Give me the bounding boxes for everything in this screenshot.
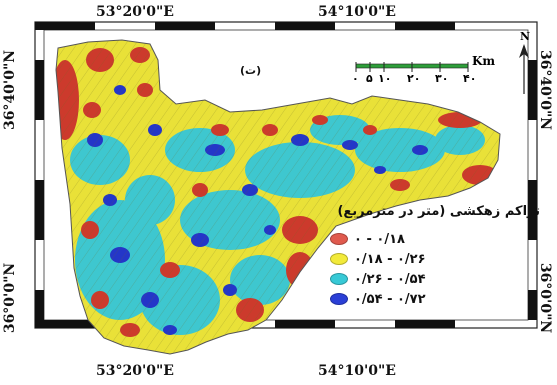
coord-bottom-right: 54°10'0"E	[318, 363, 396, 379]
legend-item-2: ۰/۱۸ - ۰/۲۶	[330, 250, 426, 268]
legend-item-3: ۰/۲۶ - ۰/۵۴	[330, 270, 426, 288]
scale-tick-10: ۱۰	[378, 72, 392, 85]
legend-swatch-4	[330, 293, 348, 305]
legend-title: تراکم زهکشی (متر در مترمربع)	[337, 204, 540, 219]
coord-top-left: 53°20'0"E	[96, 4, 174, 20]
coord-right-lower: 36°0'0"N	[537, 262, 554, 334]
north-arrow-icon	[519, 44, 529, 94]
scale-tick-20: ۲۰	[407, 72, 421, 85]
coord-bottom-left: 53°20'0"E	[96, 363, 174, 379]
legend: تراکم زهکشی (متر در مترمربع) ۰ - ۰/۱۸ ۰/…	[330, 204, 550, 307]
legend-item-4: ۰/۵۴ - ۰/۷۲	[330, 290, 426, 308]
scale-unit: Km	[472, 54, 496, 68]
legend-item-1: ۰ - ۰/۱۸	[330, 230, 405, 248]
legend-swatch-3	[330, 273, 348, 285]
scale-tick-0: ۰	[352, 72, 359, 85]
legend-swatch-1	[330, 233, 348, 245]
scale-tick-40: ۴۰	[463, 72, 477, 85]
panel-label: (ت)	[240, 64, 262, 77]
scale-bar	[355, 62, 469, 72]
legend-label-4: ۰/۵۴ - ۰/۷۲	[354, 291, 426, 307]
coord-top-right: 54°10'0"E	[318, 4, 396, 20]
basin-outline	[55, 39, 501, 355]
legend-label-2: ۰/۱۸ - ۰/۲۶	[354, 251, 426, 267]
coord-left-lower: 36°0'0"N	[2, 262, 19, 334]
north-label: N	[520, 30, 531, 43]
legend-label-1: ۰ - ۰/۱۸	[354, 231, 405, 247]
coord-right-upper: 36°40'0"N	[537, 49, 554, 131]
legend-label-3: ۰/۲۶ - ۰/۵۴	[354, 271, 426, 287]
frame-ticks	[35, 22, 537, 328]
legend-swatch-2	[330, 253, 348, 265]
coord-left-upper: 36°40'0"N	[2, 49, 19, 131]
scale-tick-30: ۳۰	[435, 72, 449, 85]
scale-tick-5: ۵	[366, 72, 373, 85]
